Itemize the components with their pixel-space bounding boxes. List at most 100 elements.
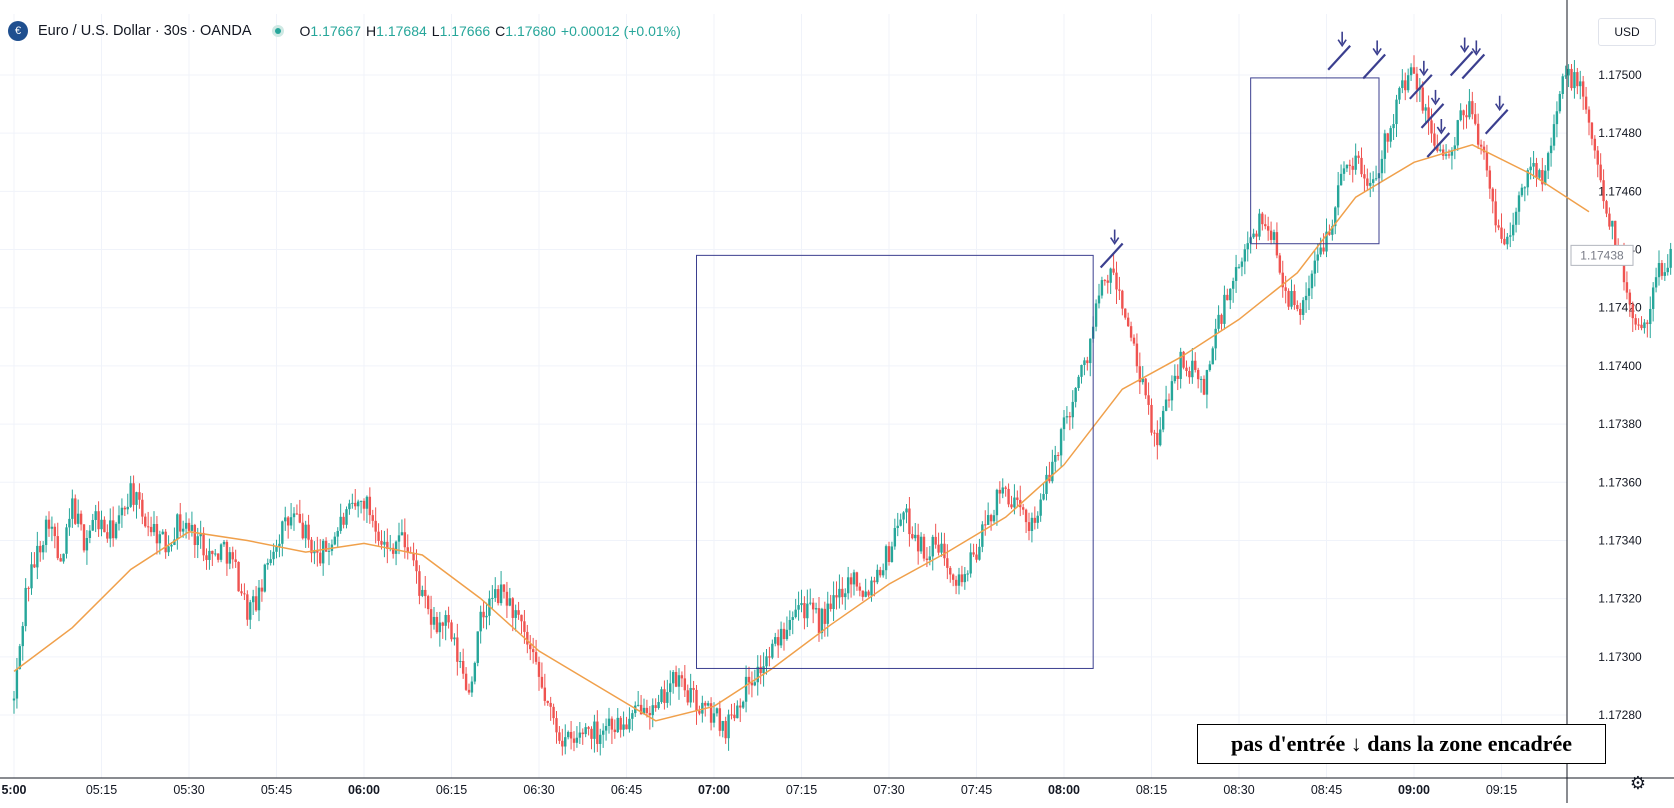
candle-body (1229, 288, 1232, 301)
candle-body (342, 516, 345, 525)
candle-body (327, 550, 331, 552)
currency-button[interactable]: USD (1598, 18, 1656, 46)
gear-icon[interactable]: ⚙ (1629, 772, 1647, 793)
candle-body (109, 520, 112, 539)
candle-body (785, 629, 789, 640)
candle-body (1068, 416, 1072, 418)
candle-body (747, 676, 751, 683)
candle-body (1511, 224, 1515, 236)
candle-body (943, 543, 946, 559)
candle-body (1115, 272, 1118, 290)
candle-body (1657, 263, 1661, 278)
candle-body (1299, 308, 1302, 315)
candle-body (158, 534, 162, 544)
candle-body (321, 540, 325, 564)
candle-body (981, 524, 984, 547)
candle-body (1500, 227, 1503, 239)
candle-body (1392, 124, 1395, 129)
candle-body (120, 507, 124, 516)
candle-body (680, 675, 684, 679)
candle-body (456, 637, 459, 662)
down-arrow-head (1460, 45, 1470, 53)
candle-body (257, 587, 261, 611)
candle-body (1421, 87, 1424, 111)
x-tick-label: 07:15 (786, 783, 817, 797)
candle-body (791, 617, 794, 620)
candle-body (870, 580, 873, 596)
symbol-title[interactable]: Euro / U.S. Dollar · 30s · OANDA (38, 23, 252, 39)
candle-body (1083, 360, 1086, 365)
candle-body (756, 666, 759, 683)
candle-body (1147, 395, 1150, 405)
candle-body (989, 515, 993, 522)
x-tick-label: 05:30 (173, 783, 204, 797)
candle-body (578, 732, 582, 738)
candle-body (491, 597, 494, 599)
candle-body (884, 546, 888, 571)
candle-body (106, 532, 109, 539)
candle-body (1255, 233, 1258, 237)
candle-body (1124, 308, 1127, 318)
x-tick-label: 08:45 (1311, 783, 1342, 797)
candle-body (1456, 120, 1459, 146)
candle-body (1010, 504, 1013, 508)
candle-body (79, 513, 83, 525)
candle-body (307, 524, 310, 540)
candle-body (30, 564, 33, 589)
candle-body (222, 541, 226, 545)
candle-body (1013, 497, 1016, 508)
candle-body (249, 602, 252, 620)
candle-body (546, 700, 549, 703)
candle-body (1112, 268, 1115, 273)
candle-body (316, 550, 319, 553)
candle-body (301, 522, 304, 539)
candle-body (1089, 338, 1092, 364)
candle-body (986, 515, 990, 525)
candle-body (205, 555, 208, 560)
candle-body (651, 705, 654, 716)
candle-body (132, 483, 135, 505)
candle-body (286, 517, 290, 526)
candle-body (1401, 80, 1404, 89)
candle-body (526, 631, 529, 645)
down-arrow-head (1471, 48, 1481, 56)
candle-body (12, 698, 16, 701)
candle-body (216, 553, 220, 560)
candle-body (844, 593, 847, 598)
candle-body (1313, 260, 1317, 274)
candle-body (826, 603, 829, 624)
candle-body (1290, 290, 1293, 307)
currency-globe-icon[interactable]: € (8, 21, 28, 41)
candle-body (1334, 207, 1337, 227)
candle-body (1605, 201, 1608, 214)
x-tick-label: 08:30 (1223, 783, 1254, 797)
candle-body (214, 553, 217, 555)
candle-body (1237, 266, 1241, 268)
candle-body (176, 514, 179, 540)
candle-body (155, 523, 159, 544)
candle-body (251, 596, 255, 603)
y-tick-label: 1.17360 (1598, 475, 1642, 489)
candle-body (873, 580, 876, 583)
candle-body (1640, 324, 1643, 329)
candle-body (380, 540, 383, 545)
candle-body (1293, 290, 1296, 306)
candle-body (1240, 261, 1244, 267)
candle-body (1427, 107, 1430, 121)
candle-body (969, 552, 972, 574)
candle-body (1243, 249, 1247, 262)
candle-body (1016, 497, 1019, 500)
candle-body (511, 598, 514, 618)
candle-body (1433, 133, 1436, 146)
candle-body (1549, 145, 1553, 154)
x-tick-label: 06:30 (523, 783, 554, 797)
candle-body (575, 737, 579, 743)
candle-body (1587, 109, 1591, 123)
candle-body (867, 591, 870, 596)
candle-body (1395, 99, 1398, 125)
candle-body (1272, 232, 1276, 240)
y-tick-label: 1.17400 (1598, 359, 1642, 373)
candle-body (1465, 115, 1468, 118)
